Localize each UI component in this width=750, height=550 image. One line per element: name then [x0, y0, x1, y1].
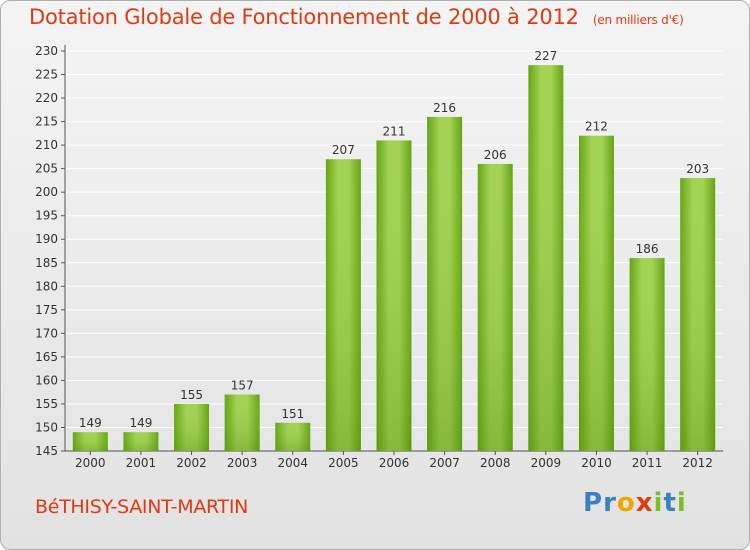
- bar-shade: [528, 65, 564, 451]
- y-tick-label: 195: [35, 209, 58, 223]
- x-tick-label: 2012: [682, 456, 713, 470]
- logo-letter: o: [616, 488, 636, 518]
- x-tick-label: 2004: [277, 456, 308, 470]
- x-tick-label: 2006: [379, 456, 410, 470]
- y-tick-label: 230: [35, 44, 58, 58]
- data-label: 151: [281, 407, 304, 421]
- x-tick-label: 2009: [531, 456, 562, 470]
- bar-shade: [376, 140, 412, 452]
- bar-shade: [224, 394, 260, 451]
- data-label: 207: [332, 143, 355, 157]
- y-tick-label: 185: [35, 256, 58, 270]
- commune-name: BéTHISY-SAINT-MARTIN: [35, 496, 249, 518]
- y-tick-label: 145: [35, 444, 58, 458]
- logo-letter: r: [603, 488, 617, 518]
- bar-shade: [325, 159, 361, 451]
- y-tick-label: 225: [35, 68, 58, 82]
- logo-letter: i: [653, 488, 664, 518]
- x-tick-label: 2001: [126, 456, 157, 470]
- x-tick-label: 2008: [480, 456, 511, 470]
- y-tick-label: 215: [35, 115, 58, 129]
- bar-shade: [123, 432, 159, 451]
- y-tick-label: 160: [35, 373, 58, 387]
- value-labels: 149 149 155 157 151 207 211 216 206 227 212 186 203: [79, 49, 709, 430]
- logo-letter: P: [583, 488, 604, 518]
- title-text: Dotation Globale de Fonctionnement de 20…: [29, 5, 579, 29]
- bar-shade: [72, 432, 108, 451]
- y-tick-label: 175: [35, 303, 58, 317]
- x-tick-label: 2010: [581, 456, 612, 470]
- data-label: 149: [129, 416, 152, 430]
- y-tick-label: 180: [35, 279, 58, 293]
- y-tick-label: 150: [35, 420, 58, 434]
- bar-shade: [275, 422, 311, 451]
- data-label: 149: [79, 416, 102, 430]
- y-tick-label: 205: [35, 162, 58, 176]
- x-tick-label: 2005: [328, 456, 359, 470]
- y-tick-label: 220: [35, 91, 58, 105]
- y-tick-label: 190: [35, 232, 58, 246]
- data-label: 211: [383, 124, 406, 138]
- x-tick-label: 2003: [227, 456, 258, 470]
- proxiti-logo: Proxiti: [583, 488, 687, 518]
- x-tick-label: 2011: [632, 456, 663, 470]
- data-label: 216: [433, 101, 456, 115]
- logo-letter: x: [635, 488, 654, 518]
- bar-shade: [427, 116, 463, 451]
- bar-shade: [680, 178, 716, 451]
- bar-shade: [174, 403, 210, 451]
- logo-letter: i: [676, 488, 687, 518]
- bar-shade: [629, 258, 665, 451]
- y-tick-label: 155: [35, 397, 58, 411]
- data-label: 157: [231, 379, 254, 393]
- y-tick-label: 200: [35, 185, 58, 199]
- y-tick-label: 170: [35, 326, 58, 340]
- title-unit: (en milliers d'€): [592, 13, 684, 27]
- axes: 145 150 155 160 165 170 175 180 185 190 195 200 205 2…: [35, 44, 723, 470]
- chart-title: Dotation Globale de Fonctionnement de 20…: [29, 5, 684, 29]
- bars: [72, 65, 716, 452]
- y-tick-label: 210: [35, 138, 58, 152]
- logo-letter: t: [663, 488, 677, 518]
- data-label: 203: [686, 162, 709, 176]
- data-label: 186: [636, 242, 659, 256]
- data-label: 155: [180, 388, 203, 402]
- data-label: 212: [585, 120, 608, 134]
- y-tick-label: 165: [35, 350, 58, 364]
- x-tick-label: 2000: [75, 456, 106, 470]
- bar-shade: [578, 135, 614, 452]
- x-tick-label: 2007: [429, 456, 460, 470]
- data-label: 227: [534, 49, 557, 63]
- data-label: 206: [484, 148, 507, 162]
- x-tick-label: 2002: [176, 456, 207, 470]
- bar-shade: [477, 163, 513, 452]
